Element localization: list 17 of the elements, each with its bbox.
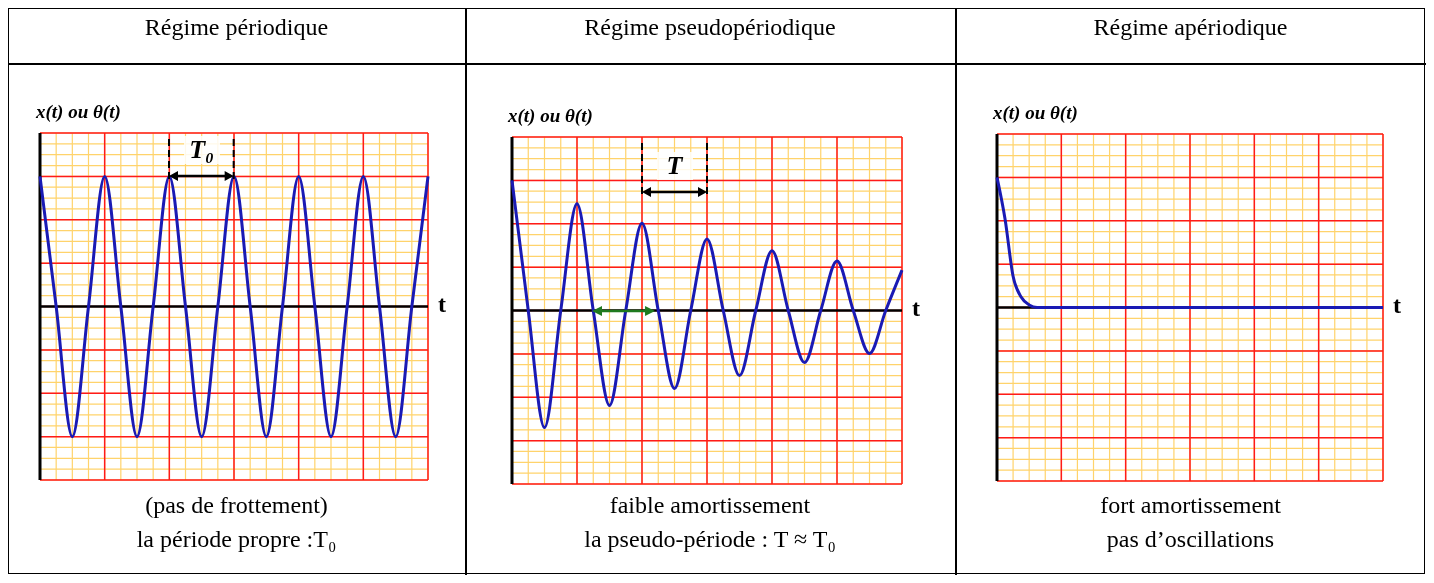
x-axis-title: t (438, 290, 446, 318)
y-axis-title: x(t) ou θ(t) (993, 102, 1078, 124)
text: pas d’oscillations (1105, 525, 1276, 554)
chart-title: Régime périodique (143, 14, 330, 41)
text: T (656, 151, 693, 180)
text: fort amortissement (1099, 491, 1282, 520)
text: faible amortissement (608, 491, 812, 520)
chart-title: Régime pseudopériodique (583, 14, 837, 41)
y-axis-title: x(t) ou θ(t) (508, 105, 593, 127)
text: la période propre :T₀ (135, 525, 338, 554)
x-axis-title: t (912, 294, 920, 322)
text: la pseudo-période : T ≈ T₀ (583, 525, 837, 554)
text: (pas de frottement) (144, 491, 329, 520)
chart-title: Régime apériodique (1092, 14, 1289, 41)
text: T₀ (183, 135, 220, 164)
x-axis-title: t (1393, 291, 1401, 319)
y-axis-title: x(t) ou θ(t) (36, 101, 121, 123)
